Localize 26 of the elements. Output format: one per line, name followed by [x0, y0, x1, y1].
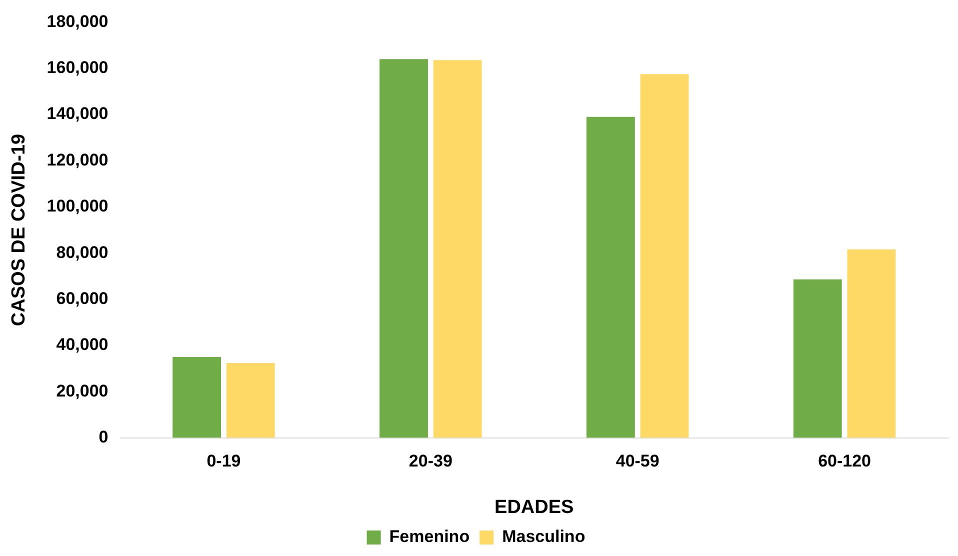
y-tick-label: 60,000 [56, 288, 108, 308]
bar [793, 279, 842, 438]
y-tick-label: 160,000 [46, 58, 108, 78]
x-axis-title: EDADES [494, 496, 574, 518]
x-tick-label: 40-59 [616, 452, 660, 471]
y-tick-label: 0 [98, 427, 108, 446]
bar [226, 362, 275, 438]
bar [586, 116, 635, 438]
bar [433, 60, 482, 438]
y-tick-label: 100,000 [46, 196, 108, 216]
bar [640, 74, 689, 438]
x-tick-label: 0-19 [206, 452, 241, 471]
y-tick-label: 80,000 [56, 242, 108, 262]
y-tick-label: 120,000 [46, 150, 108, 170]
legend-label: Femenino [389, 527, 470, 546]
bar [172, 356, 222, 438]
bar [380, 59, 428, 438]
bar [847, 249, 896, 438]
x-tick-label: 20-39 [408, 452, 452, 471]
y-tick-label: 40,000 [56, 335, 108, 354]
legend-label: Masculino [502, 527, 586, 546]
x-tick-label: 60-120 [818, 452, 871, 471]
y-tick-label: 140,000 [46, 104, 108, 124]
y-axis-title: CASOS DE COVID-19 [8, 134, 30, 326]
y-tick-label: 20,000 [56, 381, 108, 400]
y-tick-label: 180,000 [46, 12, 108, 31]
